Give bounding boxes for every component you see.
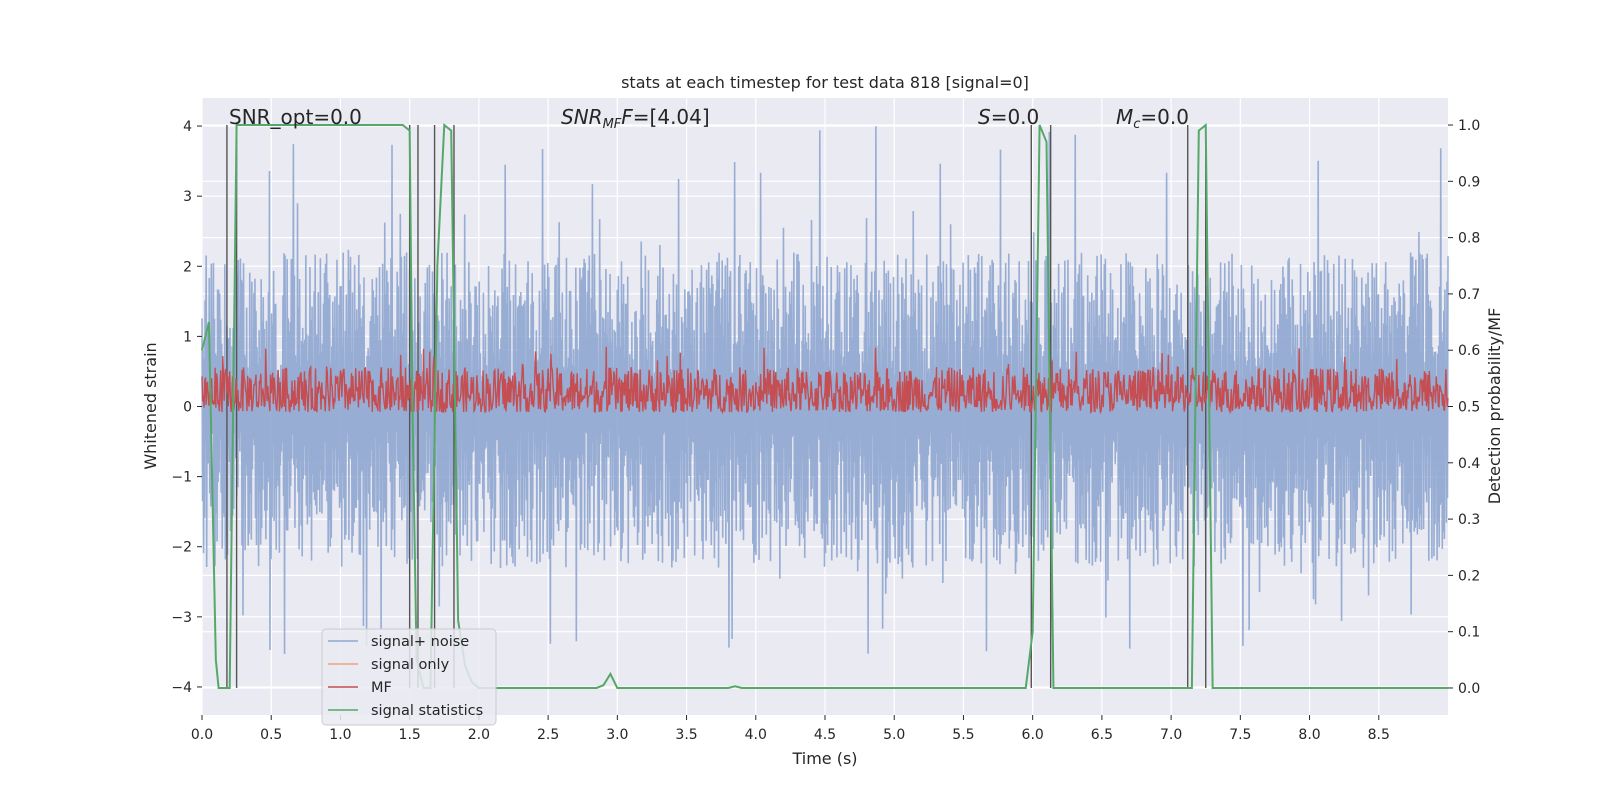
x-tick-label: 8.5 <box>1368 727 1390 743</box>
x-tick-label: 4.5 <box>814 727 836 743</box>
y-axis-right-label: Detection probability/MF <box>1485 308 1504 505</box>
y-right-tick-label: 0.9 <box>1458 174 1480 190</box>
series-mf <box>201 346 1449 415</box>
x-tick-label: 0.0 <box>191 727 213 743</box>
y-left-tick-label: −1 <box>171 470 192 486</box>
x-tick-label: 6.0 <box>1022 727 1044 743</box>
x-tick-label: 8.0 <box>1298 727 1320 743</box>
y-right-tick-label: 0.0 <box>1458 681 1480 697</box>
y-right-tick-label: 0.1 <box>1458 625 1480 641</box>
x-tick-label: 4.0 <box>745 727 767 743</box>
annotation-mc: Mc=0.0 <box>1116 105 1189 132</box>
x-axis-label: Time (s) <box>791 749 857 768</box>
legend-label-signal-only: signal only <box>371 657 450 673</box>
x-tick-label: 3.5 <box>675 727 697 743</box>
x-tick-label: 0.5 <box>260 727 282 743</box>
annotation-s: S=0.0 <box>978 105 1039 129</box>
x-tick-label: 1.0 <box>329 727 351 743</box>
annotation-snr-mf: SNRMFF=[4.04] <box>561 105 710 132</box>
y-right-tick-label: 1.0 <box>1458 118 1480 134</box>
axis-ticks: 0.0 0.5 1.0 1.5 2.0 2.5 3.0 3.5 4.0 4.5 5.0 5.5 6.0 6… <box>171 118 1480 743</box>
signal-statistics-line <box>201 122 1448 689</box>
y-right-tick-label: 0.7 <box>1458 287 1480 303</box>
x-tick-label: 7.0 <box>1160 727 1182 743</box>
y-left-tick-label: 3 <box>183 189 192 205</box>
x-tick-label: 7.5 <box>1229 727 1251 743</box>
y-right-tick-label: 0.5 <box>1458 400 1480 416</box>
x-tick-label: 5.0 <box>883 727 905 743</box>
y-right-tick-label: 0.6 <box>1458 343 1480 359</box>
legend-label-signal-statistics: signal statistics <box>371 703 483 719</box>
y-right-tick-label: 0.3 <box>1458 512 1480 528</box>
x-tick-label: 6.5 <box>1091 727 1113 743</box>
annotation-snr-opt: SNR_opt=0.0 <box>229 105 362 129</box>
y-left-tick-label: −4 <box>171 680 192 696</box>
y-right-tick-label: 0.2 <box>1458 568 1480 584</box>
series-signal-statistics <box>201 122 1448 689</box>
x-tick-label: 2.5 <box>537 727 559 743</box>
x-tick-label: 5.5 <box>952 727 974 743</box>
x-tick-label: 3.0 <box>606 727 628 743</box>
y-left-tick-label: −3 <box>171 610 192 626</box>
legend-box <box>321 628 497 726</box>
legend-label-signal-noise: signal+ noise <box>371 634 469 650</box>
y-right-tick-label: 0.8 <box>1458 231 1480 247</box>
y-right-tick-label: 0.4 <box>1458 456 1480 472</box>
y-left-tick-label: −2 <box>171 540 192 556</box>
y-left-tick-label: 4 <box>183 119 192 135</box>
legend: signal+ noise signal only MF signal stat… <box>321 628 497 726</box>
mf-line <box>201 346 1449 415</box>
chart-title: stats at each timestep for test data 818… <box>621 73 1029 92</box>
x-tick-label: 1.5 <box>399 727 421 743</box>
x-tick-label: 2.0 <box>468 727 490 743</box>
y-axis-left-label: Whitened strain <box>141 342 160 469</box>
y-left-tick-label: 2 <box>183 259 192 275</box>
legend-label-mf: MF <box>371 680 392 696</box>
y-left-tick-label: 0 <box>183 400 192 416</box>
y-left-tick-label: 1 <box>183 329 192 345</box>
